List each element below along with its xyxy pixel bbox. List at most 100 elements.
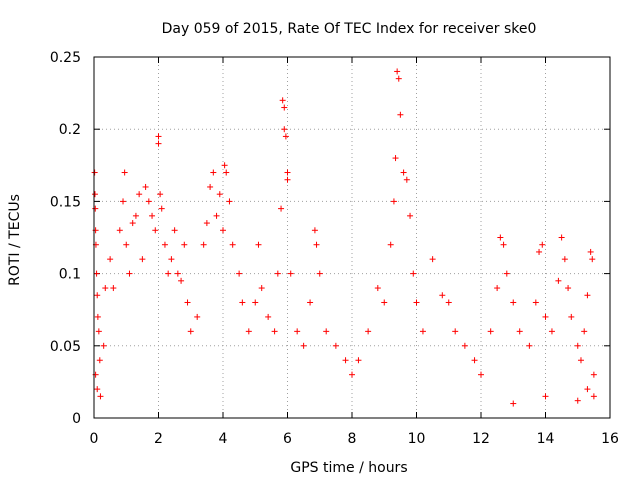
x-tick-label: 12 [472,431,490,447]
data-point [136,191,143,198]
data-point [152,227,159,234]
data-point [97,393,104,400]
x-tick-labels: 0 2 4 6 8 10 12 14 16 [90,431,619,447]
data-point [107,256,114,263]
x-tick-label: 10 [408,431,426,447]
grid [94,57,610,418]
data-point [526,342,533,349]
data-point [574,397,581,404]
data-point [342,357,349,364]
data-point [102,285,109,292]
data-point [577,357,584,364]
y-tick-label: 0.25 [50,50,81,66]
data-point [207,183,214,190]
data-point [168,256,175,263]
data-point [300,342,307,349]
data-point [92,205,99,212]
data-point [91,169,98,176]
data-point [536,248,543,255]
data-point [226,198,233,205]
data-point [439,292,446,299]
data-point [265,313,272,320]
data-point [94,313,101,320]
data-point [494,285,501,292]
data-point [284,169,291,176]
data-point [93,270,100,277]
data-point [374,285,381,292]
y-tick-label: 0.2 [59,122,81,138]
data-point [419,328,426,335]
data-point [397,111,404,118]
data-point [94,386,101,393]
data-point [129,220,136,227]
data-point [157,191,164,198]
y-tick-label: 0.05 [50,339,81,355]
data-point [407,212,414,219]
data-point [487,328,494,335]
data-point [503,270,510,277]
data-point [355,357,362,364]
data-point [165,270,172,277]
data-point [590,393,597,400]
data-points [91,68,597,407]
data-point [316,270,323,277]
x-tick-label: 2 [154,431,163,447]
data-point [279,97,286,104]
data-point [452,328,459,335]
data-point [139,256,146,263]
data-point [126,270,133,277]
data-point [274,270,281,277]
data-point [158,205,165,212]
y-tick-label: 0.15 [50,194,81,210]
data-point [429,256,436,263]
data-point [155,133,162,140]
plot-frame [93,56,611,419]
data-point [587,248,594,255]
data-point [194,313,201,320]
data-point [410,270,417,277]
data-point [497,234,504,241]
data-point [574,342,581,349]
y-tick-label: 0.1 [59,267,81,283]
data-point [171,227,178,234]
data-point [589,256,596,263]
data-point [445,299,452,306]
data-point [478,371,484,378]
data-point [187,328,194,335]
data-point [392,155,399,162]
x-tick-label: 16 [601,431,619,447]
data-point [590,371,597,378]
data-point [558,234,565,241]
data-point [216,191,223,198]
data-point [548,328,555,335]
y-tick-labels: 0 0.05 0.1 0.15 0.2 0.25 [50,50,81,427]
data-point [400,169,407,176]
data-point [255,241,262,248]
data-point [403,176,410,183]
data-point [91,191,98,198]
data-point [313,241,320,248]
data-point [149,212,156,219]
data-point [307,299,314,306]
data-point [381,299,388,306]
data-point [155,140,162,147]
data-point [539,241,546,248]
x-tick-label: 4 [219,431,228,447]
data-point [395,75,402,82]
data-point [510,299,517,306]
data-point [542,393,549,400]
data-point [471,357,478,364]
data-point [110,285,117,292]
data-point [282,133,289,140]
data-point [181,241,188,248]
data-point [161,241,168,248]
data-point [561,256,568,263]
x-tick-label: 14 [537,431,555,447]
x-tick-label: 0 [90,431,99,447]
data-point [323,328,330,335]
x-axis-label: GPS time / hours [290,460,407,476]
data-point [252,299,259,306]
data-point [116,227,123,234]
data-point [278,205,285,212]
